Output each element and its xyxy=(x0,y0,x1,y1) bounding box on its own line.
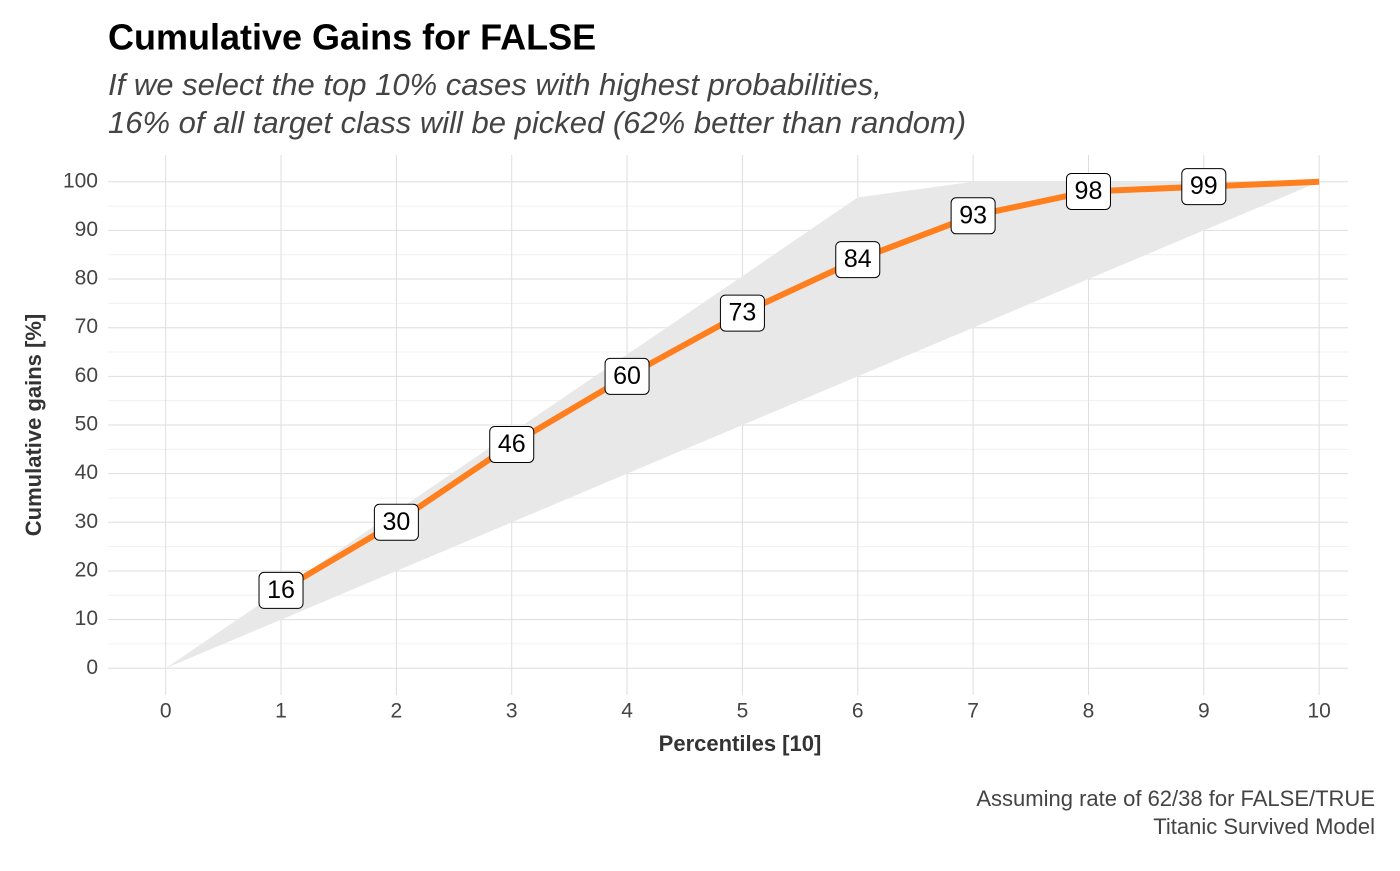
data-label-box: 73 xyxy=(719,294,765,332)
gains-band xyxy=(165,181,1320,669)
data-label-box: 99 xyxy=(1181,168,1227,206)
chart-title: Cumulative Gains for FALSE xyxy=(108,17,596,58)
y-tick-label: 80 xyxy=(75,267,98,290)
data-label-box: 93 xyxy=(950,197,996,235)
data-label-box: 84 xyxy=(835,241,881,279)
label-background xyxy=(950,197,996,235)
y-tick-label: 40 xyxy=(75,461,98,484)
x-tick-label: 2 xyxy=(391,700,403,723)
label-background xyxy=(489,425,535,463)
data-label: 46 xyxy=(498,430,526,458)
label-background xyxy=(373,503,419,541)
y-tick-label: 70 xyxy=(75,315,98,338)
x-tick-label: 4 xyxy=(621,700,633,723)
x-tick-label: 10 xyxy=(1307,700,1330,723)
y-tick-label: 50 xyxy=(75,413,98,436)
chart-subtitle: 16% of all target class will be picked (… xyxy=(108,105,966,140)
y-tick-label: 20 xyxy=(75,558,98,581)
label-background xyxy=(1181,168,1227,206)
x-tick-label: 8 xyxy=(1083,700,1095,723)
label-background xyxy=(719,294,765,332)
x-axis-title: Percentiles [10] xyxy=(659,731,822,756)
label-background xyxy=(1065,172,1111,210)
y-tick-label: 30 xyxy=(75,510,98,533)
y-tick-label: 100 xyxy=(63,169,98,192)
data-label: 84 xyxy=(844,245,872,273)
y-tick-label: 10 xyxy=(75,607,98,630)
data-label-box: 60 xyxy=(604,357,650,395)
gains-line xyxy=(279,178,1320,593)
label-background xyxy=(258,571,304,609)
data-label: 16 xyxy=(267,576,295,604)
data-label: 30 xyxy=(382,508,410,536)
data-label: 93 xyxy=(959,201,987,229)
x-tick-label: 7 xyxy=(967,700,979,723)
data-label: 98 xyxy=(1075,177,1103,205)
x-tick-label: 9 xyxy=(1198,700,1210,723)
y-tick-label: 60 xyxy=(75,364,98,387)
x-tick-label: 3 xyxy=(506,700,518,723)
data-label: 73 xyxy=(729,299,757,327)
y-axis-title: Cumulative gains [%] xyxy=(21,314,46,536)
label-background xyxy=(604,357,650,395)
x-tick-label: 6 xyxy=(852,700,864,723)
caption: Assuming rate of 62/38 for FALSE/TRUE xyxy=(976,786,1375,811)
data-label: 60 xyxy=(613,362,641,390)
x-tick-label: 5 xyxy=(737,700,749,723)
data-label-box: 16 xyxy=(258,571,304,609)
label-background xyxy=(835,241,881,279)
chart-subtitle: If we select the top 10% cases with high… xyxy=(108,67,882,102)
data-label-box: 30 xyxy=(373,503,419,541)
y-tick-label: 90 xyxy=(75,218,98,241)
caption: Titanic Survived Model xyxy=(1153,814,1375,839)
y-tick-label: 0 xyxy=(86,656,98,679)
data-label-box: 46 xyxy=(489,425,535,463)
x-tick-label: 0 xyxy=(160,700,172,723)
x-tick-label: 1 xyxy=(275,700,287,723)
data-label: 99 xyxy=(1190,172,1218,200)
data-label-box: 98 xyxy=(1065,172,1111,210)
